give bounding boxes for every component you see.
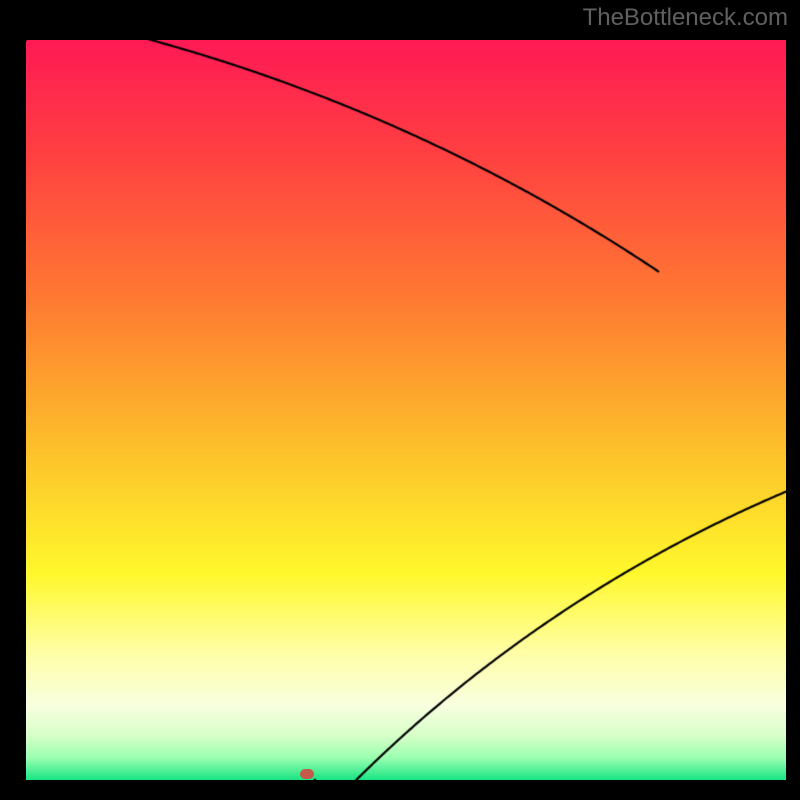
optimum-marker [300,769,314,779]
bottleneck-curve [26,40,786,780]
plot-area [26,40,786,780]
attribution-text: TheBottleneck.com [583,4,788,32]
